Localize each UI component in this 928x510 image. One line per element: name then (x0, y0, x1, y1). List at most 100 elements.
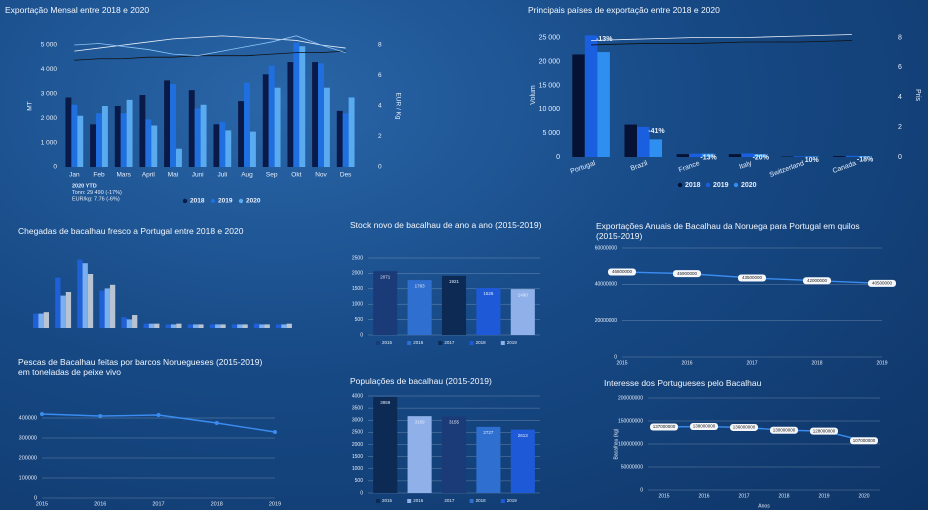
chart-subtitle: em toneladas de peixe vivo (18, 367, 122, 377)
x-tick-label: Okt (291, 172, 301, 179)
x-tick-label: April (142, 172, 156, 179)
bar (77, 115, 84, 167)
y-tick-label: 0 (360, 332, 363, 338)
x-tick-label: 2018 (211, 501, 223, 507)
bar (220, 324, 226, 328)
bar (407, 416, 432, 493)
bar (65, 97, 72, 167)
x-tick-label: Feb (93, 172, 105, 179)
bar (165, 324, 171, 328)
bar (689, 153, 702, 157)
bar (264, 324, 270, 328)
bar (649, 139, 663, 157)
chart-title: Interesse dos Portugueses pelo Bacalhau (604, 378, 762, 388)
x-tick-label: 2015 (658, 493, 669, 499)
bar (176, 323, 182, 328)
y-tick-label: 25 000 (539, 35, 561, 42)
y-tick-label: 5 000 (41, 42, 58, 49)
bar (441, 275, 467, 335)
chart-title: Exportações Anuais de Bacalhau da Norueg… (596, 221, 860, 241)
bar (342, 113, 349, 167)
bar (132, 315, 138, 328)
data-label: 1526 (483, 291, 494, 296)
y-tick-label: 2500 (352, 430, 363, 436)
bar (407, 280, 432, 335)
bar (101, 106, 108, 167)
price-line (591, 34, 852, 41)
bar (175, 148, 182, 167)
y-axis-label: Volum (530, 85, 537, 105)
bar (286, 323, 292, 328)
point (98, 414, 103, 418)
x-tick-label: Juni (192, 172, 204, 179)
bar (96, 113, 102, 167)
bar (170, 84, 176, 167)
data-label: 107000000 (853, 438, 876, 443)
y-tick-label: 100000000 (618, 441, 643, 447)
data-label: 3169 (415, 419, 426, 424)
data-label-box (770, 426, 798, 434)
y-tick-label: 4 000 (41, 66, 58, 73)
bar (87, 274, 94, 328)
y-tick-label: 3000 (352, 418, 363, 424)
x-tick-label: Italy (738, 160, 753, 171)
x-tick-label: Des (340, 172, 352, 179)
data-label: 1783 (415, 283, 426, 288)
x-tick-label: 2019 (876, 360, 887, 366)
legend-label: 2015 (382, 340, 393, 345)
y2-tick-label: 2 (898, 124, 902, 131)
y2-tick-label: 6 (378, 72, 382, 79)
bar (164, 80, 171, 167)
x-tick-label: 2016 (698, 493, 709, 499)
chart-title: Principais países de exportação entre 20… (528, 5, 720, 15)
data-label-box (673, 270, 701, 278)
chart-title: Pescas de Bacalhau feitas por barcos Nor… (18, 357, 318, 377)
bar (237, 324, 243, 328)
legend-swatch (500, 499, 505, 503)
legend-swatch (705, 182, 711, 188)
x-tick-label: 2018 (778, 493, 789, 499)
data-label: 2727 (483, 430, 494, 435)
y-tick-label: 3 000 (41, 91, 58, 98)
legend-label: 2020 (741, 182, 757, 189)
bar (262, 74, 269, 167)
y-tick-label: 150000000 (618, 418, 643, 424)
x-tick-label: 2020 (858, 493, 869, 499)
bar (109, 284, 116, 328)
bar (299, 46, 306, 167)
data-label: 40500000 (872, 281, 893, 286)
bar (293, 42, 300, 168)
x-tick-label: 2019 (269, 501, 281, 507)
y-axis-label: MT (27, 101, 34, 110)
bar (806, 156, 819, 157)
bar (71, 104, 78, 167)
bar (441, 416, 467, 493)
bar (510, 429, 535, 493)
x-tick-label: 2017 (746, 360, 757, 366)
pct-label: -18% (857, 157, 874, 164)
bar (845, 155, 859, 157)
bar (336, 110, 343, 167)
y-tick-label: 60000000 (595, 245, 617, 251)
bar (476, 426, 501, 493)
y2-tick-label: 6 (898, 64, 902, 71)
bar (268, 65, 275, 167)
legend-label: 2018 (685, 182, 701, 189)
x-tick-label: Juli (217, 172, 227, 179)
legend-swatch (733, 182, 739, 188)
y2-tick-label: 4 (898, 94, 902, 101)
bar (121, 317, 127, 328)
legend-label: 2016 (413, 340, 424, 345)
price-line (74, 35, 346, 52)
y2-tick-label: 4 (378, 103, 382, 110)
data-label-box (690, 423, 718, 431)
bar (259, 324, 265, 328)
x-axis-label: Anos (758, 503, 770, 509)
bar (858, 156, 871, 157)
x-tick-label: 2017 (738, 493, 749, 499)
bar (281, 324, 287, 328)
data-label: 3959 (380, 400, 391, 405)
y-tick-label: 1000 (352, 302, 363, 308)
legend-swatch (210, 198, 216, 204)
point (273, 430, 277, 434)
